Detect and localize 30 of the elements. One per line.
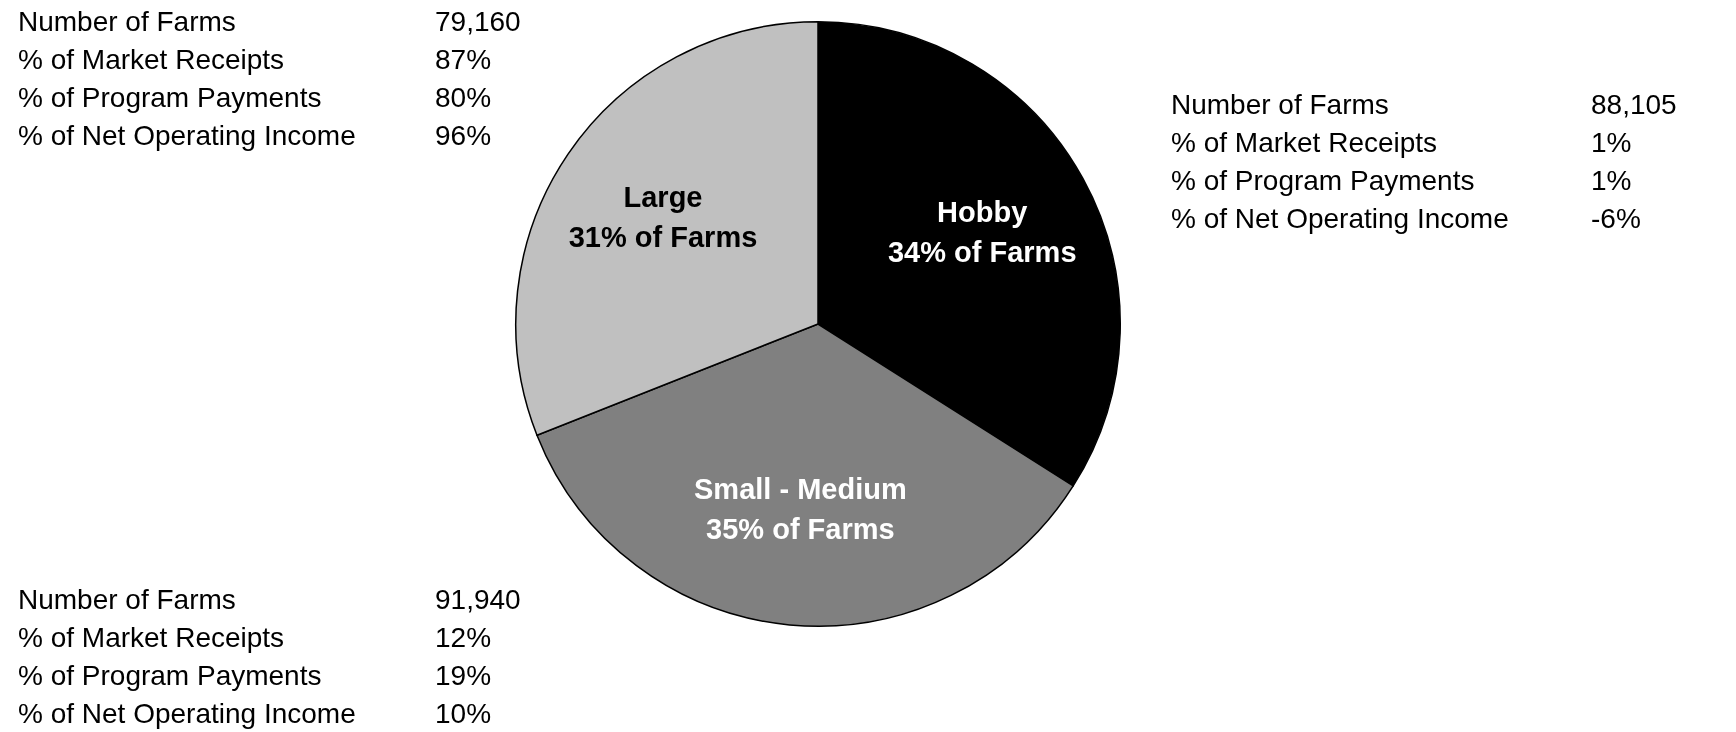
text: % of Market Receipts: [18, 44, 285, 76]
text: Number of Farms: [1171, 89, 1389, 121]
slice-label: Large: [623, 180, 703, 213]
slice-label: Small - Medium: [694, 472, 907, 505]
text: 91,940: [435, 584, 521, 616]
data-label: 34% of Farms: [887, 235, 1077, 268]
text: % of Program Payments: [1171, 165, 1475, 197]
text: 1%: [1591, 127, 1632, 159]
text: -6%: [1591, 203, 1641, 235]
text: Number of Farms: [18, 6, 236, 38]
text: % of Market Receipts: [1171, 127, 1438, 159]
text: % of Market Receipts: [18, 622, 285, 654]
text: 12%: [435, 622, 492, 654]
text: % of Net Operating Income: [18, 698, 356, 730]
text: % of Net Operating Income: [1171, 203, 1509, 235]
slice-label: Hobby: [937, 195, 1028, 228]
text: 87%: [435, 44, 492, 76]
text: Number of Farms: [18, 584, 236, 616]
text: 10%: [435, 698, 492, 730]
text: 19%: [435, 660, 492, 692]
text: % of Program Payments: [18, 660, 322, 692]
text: 79,160: [435, 6, 521, 38]
data-label: 35% of Farms: [706, 512, 895, 545]
text: 1%: [1591, 165, 1632, 197]
text: 88,105: [1591, 89, 1677, 121]
text: 80%: [435, 82, 492, 114]
text: 96%: [435, 120, 492, 152]
text: % of Program Payments: [18, 82, 322, 114]
text: % of Net Operating Income: [18, 120, 356, 152]
data-label: 31% of Farms: [568, 220, 758, 253]
